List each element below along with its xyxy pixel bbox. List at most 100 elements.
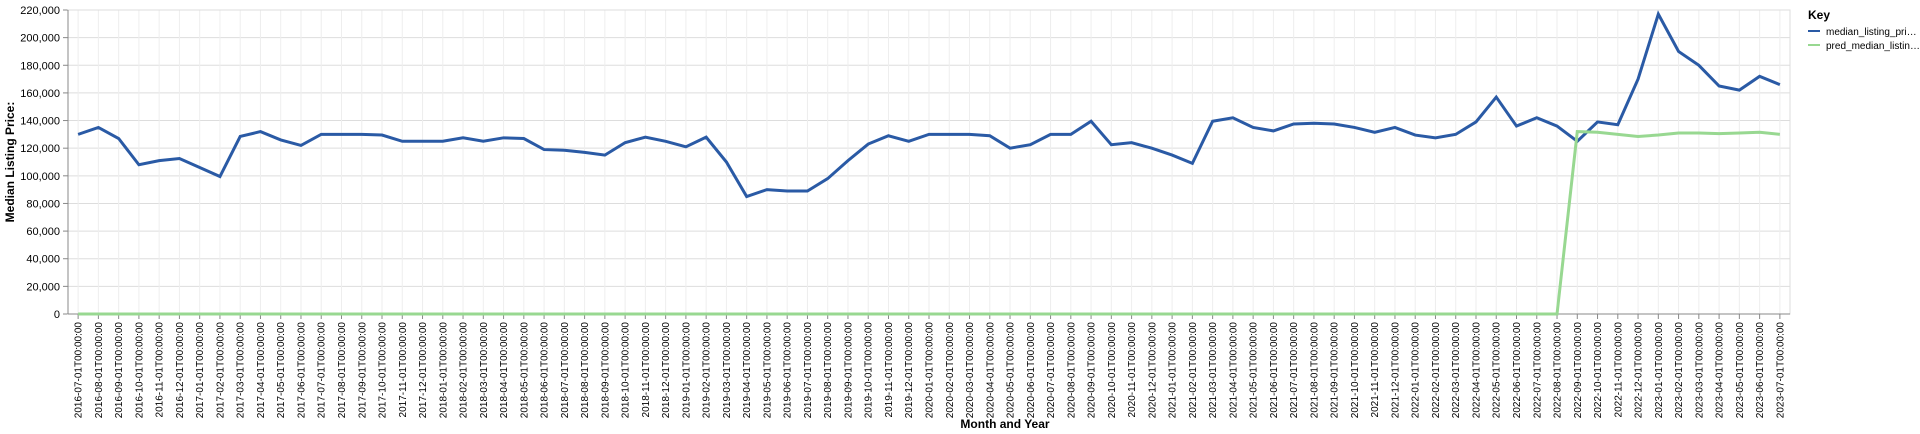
x-tick-label: 2021-08-01T00:00:00 bbox=[1309, 322, 1320, 419]
y-tick-label: 0 bbox=[54, 309, 60, 321]
legend-label: pred_median_listin… bbox=[1826, 41, 1920, 52]
y-tick-label: 40,000 bbox=[26, 254, 60, 266]
x-tick-label: 2019-12-01T00:00:00 bbox=[904, 322, 915, 419]
y-tick-label: 180,000 bbox=[20, 60, 60, 72]
x-tick-label: 2021-06-01T00:00:00 bbox=[1269, 322, 1280, 419]
x-tick-label: 2021-03-01T00:00:00 bbox=[1208, 322, 1219, 419]
x-tick-label: 2017-03-01T00:00:00 bbox=[236, 322, 247, 419]
x-tick-label: 2016-11-01T00:00:00 bbox=[155, 322, 166, 418]
x-tick-label: 2022-07-01T00:00:00 bbox=[1532, 322, 1543, 419]
x-tick-label: 2017-02-01T00:00:00 bbox=[215, 322, 226, 419]
x-tick-label: 2019-03-01T00:00:00 bbox=[722, 322, 733, 419]
x-tick-label: 2018-04-01T00:00:00 bbox=[499, 322, 510, 419]
y-tick-label: 140,000 bbox=[20, 116, 60, 128]
x-tick-label: 2017-05-01T00:00:00 bbox=[276, 322, 287, 419]
x-tick-label: 2017-06-01T00:00:00 bbox=[296, 322, 307, 419]
x-tick-label: 2019-05-01T00:00:00 bbox=[762, 322, 773, 419]
x-tick-label: 2023-05-01T00:00:00 bbox=[1735, 322, 1746, 419]
x-tick-label: 2022-02-01T00:00:00 bbox=[1431, 322, 1442, 419]
x-tick-label: 2023-03-01T00:00:00 bbox=[1694, 322, 1705, 419]
series-line bbox=[77, 10, 1781, 199]
x-tick-label: 2019-06-01T00:00:00 bbox=[783, 322, 794, 419]
x-tick-label: 2019-09-01T00:00:00 bbox=[843, 322, 854, 419]
x-tick-label: 2018-06-01T00:00:00 bbox=[540, 322, 551, 419]
x-tick-label: 2017-12-01T00:00:00 bbox=[418, 322, 429, 419]
y-tick-label: 160,000 bbox=[20, 88, 60, 100]
x-tick-label: 2020-07-01T00:00:00 bbox=[1046, 322, 1057, 419]
x-tick-label: 2019-02-01T00:00:00 bbox=[702, 322, 713, 419]
x-tick-label: 2016-08-01T00:00:00 bbox=[94, 322, 105, 419]
y-tick-label: 200,000 bbox=[20, 33, 60, 45]
x-tick-label: 2021-09-01T00:00:00 bbox=[1330, 322, 1341, 419]
x-tick-label: 2023-01-01T00:00:00 bbox=[1654, 322, 1665, 419]
y-tick-label: 100,000 bbox=[20, 171, 60, 183]
x-tick-label: 2023-07-01T00:00:00 bbox=[1775, 322, 1786, 419]
x-tick-label: 2020-06-01T00:00:00 bbox=[1026, 322, 1037, 419]
x-tick-label: 2019-10-01T00:00:00 bbox=[864, 322, 875, 419]
x-axis-title: Month and Year bbox=[960, 417, 1049, 431]
y-axis-title: Median Listing Price: bbox=[3, 102, 17, 223]
x-tick-label: 2020-05-01T00:00:00 bbox=[1006, 322, 1017, 419]
x-tick-label: 2022-05-01T00:00:00 bbox=[1492, 322, 1503, 419]
y-tick-label: 220,000 bbox=[20, 5, 60, 17]
x-tick-label: 2021-11-01T00:00:00 bbox=[1370, 322, 1381, 418]
x-tick-label: 2022-11-01T00:00:00 bbox=[1613, 322, 1624, 418]
x-tick-label: 2020-11-01T00:00:00 bbox=[1127, 322, 1138, 418]
x-tick-label: 2022-06-01T00:00:00 bbox=[1512, 322, 1523, 419]
x-tick-label: 2022-08-01T00:00:00 bbox=[1553, 322, 1564, 419]
x-tick-label: 2022-01-01T00:00:00 bbox=[1411, 322, 1422, 419]
x-tick-label: 2023-06-01T00:00:00 bbox=[1755, 322, 1766, 419]
x-tick-label: 2018-03-01T00:00:00 bbox=[479, 322, 490, 419]
x-tick-label: 2019-07-01T00:00:00 bbox=[803, 322, 814, 419]
y-tick-label: 60,000 bbox=[26, 226, 60, 238]
x-tick-label: 2021-04-01T00:00:00 bbox=[1228, 322, 1239, 419]
x-tick-label: 2018-02-01T00:00:00 bbox=[459, 322, 470, 419]
x-tick-label: 2022-10-01T00:00:00 bbox=[1593, 322, 1604, 419]
x-tick-label: 2021-05-01T00:00:00 bbox=[1249, 322, 1260, 419]
x-tick-label: 2021-12-01T00:00:00 bbox=[1390, 322, 1401, 419]
x-tick-label: 2020-01-01T00:00:00 bbox=[925, 322, 936, 419]
x-tick-label: 2018-09-01T00:00:00 bbox=[600, 322, 611, 419]
legend-label: median_listing_pri… bbox=[1826, 27, 1917, 38]
x-tick-label: 2018-01-01T00:00:00 bbox=[438, 322, 449, 419]
x-tick-label: 2016-10-01T00:00:00 bbox=[134, 322, 145, 419]
x-tick-label: 2021-07-01T00:00:00 bbox=[1289, 322, 1300, 419]
legend-title: Key bbox=[1808, 8, 1830, 22]
x-tick-label: 2019-01-01T00:00:00 bbox=[681, 322, 692, 419]
x-tick-label: 2020-03-01T00:00:00 bbox=[965, 322, 976, 419]
x-tick-label: 2017-10-01T00:00:00 bbox=[378, 322, 389, 419]
x-tick-label: 2020-12-01T00:00:00 bbox=[1147, 322, 1158, 419]
x-tick-label: 2016-09-01T00:00:00 bbox=[114, 322, 125, 419]
x-tick-label: 2017-08-01T00:00:00 bbox=[337, 322, 348, 419]
x-tick-label: 2019-04-01T00:00:00 bbox=[742, 322, 753, 419]
x-tick-label: 2020-10-01T00:00:00 bbox=[1107, 322, 1118, 419]
x-tick-label: 2023-04-01T00:00:00 bbox=[1715, 322, 1726, 419]
series-line bbox=[78, 130, 1781, 316]
x-tick-label: 2017-09-01T00:00:00 bbox=[357, 322, 368, 419]
x-tick-label: 2021-10-01T00:00:00 bbox=[1350, 322, 1361, 419]
x-tick-label: 2018-11-01T00:00:00 bbox=[641, 322, 652, 418]
x-tick-label: 2021-01-01T00:00:00 bbox=[1168, 322, 1179, 419]
x-tick-label: 2019-08-01T00:00:00 bbox=[823, 322, 834, 419]
x-tick-label: 2018-07-01T00:00:00 bbox=[560, 322, 571, 419]
x-tick-label: 2018-08-01T00:00:00 bbox=[580, 322, 591, 419]
x-tick-label: 2020-09-01T00:00:00 bbox=[1087, 322, 1098, 419]
y-tick-label: 20,000 bbox=[26, 281, 60, 293]
x-tick-label: 2017-01-01T00:00:00 bbox=[195, 322, 206, 419]
x-tick-label: 2020-04-01T00:00:00 bbox=[985, 322, 996, 419]
x-tick-label: 2016-07-01T00:00:00 bbox=[74, 322, 85, 419]
x-tick-label: 2022-04-01T00:00:00 bbox=[1471, 322, 1482, 419]
x-tick-label: 2022-09-01T00:00:00 bbox=[1573, 322, 1584, 419]
x-tick-label: 2020-02-01T00:00:00 bbox=[945, 322, 956, 419]
x-tick-label: 2022-03-01T00:00:00 bbox=[1451, 322, 1462, 419]
x-tick-label: 2019-11-01T00:00:00 bbox=[884, 322, 895, 418]
x-tick-label: 2021-02-01T00:00:00 bbox=[1188, 322, 1199, 419]
x-tick-label: 2018-10-01T00:00:00 bbox=[621, 322, 632, 419]
x-tick-label: 2020-08-01T00:00:00 bbox=[1066, 322, 1077, 419]
x-tick-label: 2023-02-01T00:00:00 bbox=[1674, 322, 1685, 419]
x-tick-label: 2022-12-01T00:00:00 bbox=[1634, 322, 1645, 419]
x-tick-label: 2018-05-01T00:00:00 bbox=[519, 322, 530, 419]
y-tick-label: 120,000 bbox=[20, 143, 60, 155]
x-tick-label: 2017-07-01T00:00:00 bbox=[317, 322, 328, 419]
